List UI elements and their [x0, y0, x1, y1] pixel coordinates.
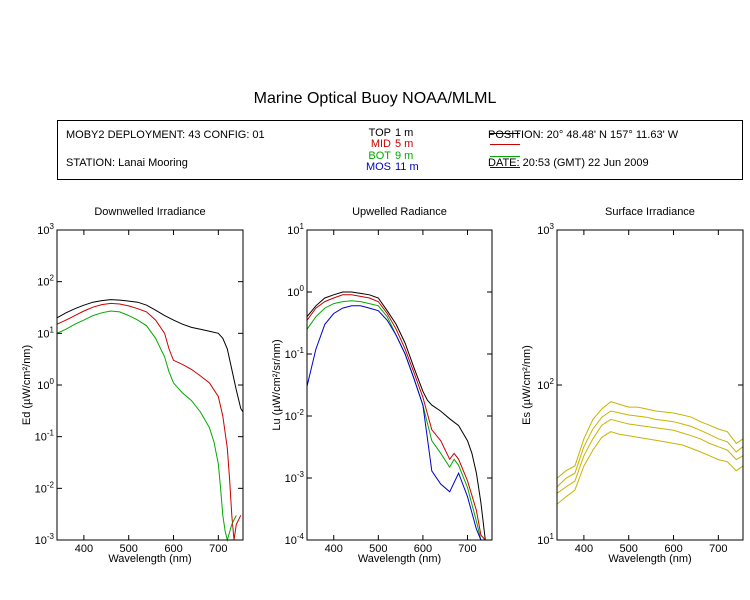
- series-line-es2: [556, 410, 744, 488]
- y-axis-label: Ed (µW/cm²/nm): [21, 345, 33, 425]
- y-tick-label: 100: [287, 284, 304, 299]
- x-axis-label: Wavelength (nm): [108, 553, 191, 565]
- x-tick-label: 700: [709, 543, 727, 555]
- y-axis-label: Es (µW/cm²/nm): [521, 345, 533, 425]
- legend-line: [490, 144, 520, 145]
- legend-line: [490, 133, 520, 134]
- panel-title: Upwelled Radiance: [352, 206, 447, 218]
- y-tick-label: 101: [287, 222, 304, 237]
- legend-name: MOS: [365, 161, 391, 173]
- x-tick-label: 500: [369, 543, 387, 555]
- chart-panel-2: [306, 229, 493, 541]
- y-tick-label: 10-1: [285, 346, 305, 361]
- y-tick-label: 102: [37, 274, 54, 289]
- legend-line: [490, 167, 520, 168]
- deployment-label: MOBY2 DEPLOYMENT: 43 CONFIG: 01: [66, 129, 265, 141]
- legend-entry-mid: MID 5 m: [363, 138, 523, 150]
- legend-name: MID: [370, 138, 391, 150]
- series-line-mos: [306, 305, 482, 541]
- series-line-bot: [56, 310, 237, 542]
- y-axis-label: Lu (µW/cm²/sr/nm): [271, 339, 283, 430]
- x-tick-label: 500: [120, 543, 138, 555]
- plot-frame: [306, 229, 493, 541]
- legend-depth: 1 m: [395, 127, 414, 139]
- y-tick-label: 101: [537, 532, 554, 547]
- series-line-mid: [306, 294, 486, 541]
- series-line-bot: [306, 300, 482, 541]
- info-box: MOBY2 DEPLOYMENT: 43 CONFIG: 01 STATION:…: [57, 120, 743, 180]
- x-tick-label: 600: [664, 543, 682, 555]
- x-axis-label: Wavelength (nm): [358, 553, 441, 565]
- plot-frame: [556, 229, 744, 541]
- legend-name: BOT: [368, 150, 391, 162]
- series-line-es3: [556, 418, 744, 494]
- x-tick-label: 500: [620, 543, 638, 555]
- panel-title: Downwelled Irradiance: [94, 206, 205, 218]
- y-tick-label: 10-1: [35, 429, 55, 444]
- x-axis-label: Wavelength (nm): [608, 553, 691, 565]
- series-line-mid: [56, 302, 242, 541]
- y-tick-label: 103: [37, 222, 54, 237]
- page-title: Marine Optical Buoy NOAA/MLML: [253, 90, 497, 107]
- x-tick-label: 700: [209, 543, 227, 555]
- series-line-top: [56, 299, 244, 413]
- x-tick-label: 600: [164, 543, 182, 555]
- y-tick-label: 103: [537, 222, 554, 237]
- plot-frame: [56, 229, 244, 541]
- legend-line: [490, 156, 520, 157]
- panel-title: Surface Irradiance: [605, 206, 695, 218]
- y-tick-label: 10-4: [285, 532, 305, 547]
- y-tick-label: 10-3: [285, 470, 305, 485]
- chart-panel-1: [56, 229, 244, 542]
- station-label: STATION: Lanai Mooring: [66, 157, 188, 169]
- x-tick-label: 400: [575, 543, 593, 555]
- y-tick-label: 102: [537, 377, 554, 392]
- legend-depth: 5 m: [395, 138, 414, 150]
- legend-entry-mos: MOS 11 m: [363, 161, 523, 173]
- legend-entry-bot: BOT 9 m: [363, 150, 523, 162]
- series-line-top: [306, 291, 486, 541]
- y-tick-label: 10-2: [35, 480, 55, 495]
- legend-depth: 11 m: [395, 161, 419, 173]
- x-tick-label: 700: [458, 543, 476, 555]
- position-label: POSITION: 20° 48.48' N 157° 11.63' W: [488, 129, 679, 141]
- date-label: DATE: 20:53 (GMT) 22 Jun 2009: [488, 157, 649, 169]
- y-tick-label: 10-3: [35, 532, 55, 547]
- y-tick-label: 101: [37, 325, 54, 340]
- legend-entry-top: TOP 1 m: [363, 127, 523, 139]
- series-line-es1: [556, 401, 744, 479]
- legend-name: TOP: [368, 127, 391, 139]
- y-tick-label: 100: [37, 377, 54, 392]
- x-tick-label: 400: [325, 543, 343, 555]
- series-line-es4: [556, 431, 744, 505]
- x-tick-label: 400: [75, 543, 93, 555]
- legend-depth: 9 m: [395, 150, 414, 162]
- chart-panel-3: [556, 229, 744, 541]
- y-tick-label: 10-2: [285, 408, 305, 423]
- x-tick-label: 600: [414, 543, 432, 555]
